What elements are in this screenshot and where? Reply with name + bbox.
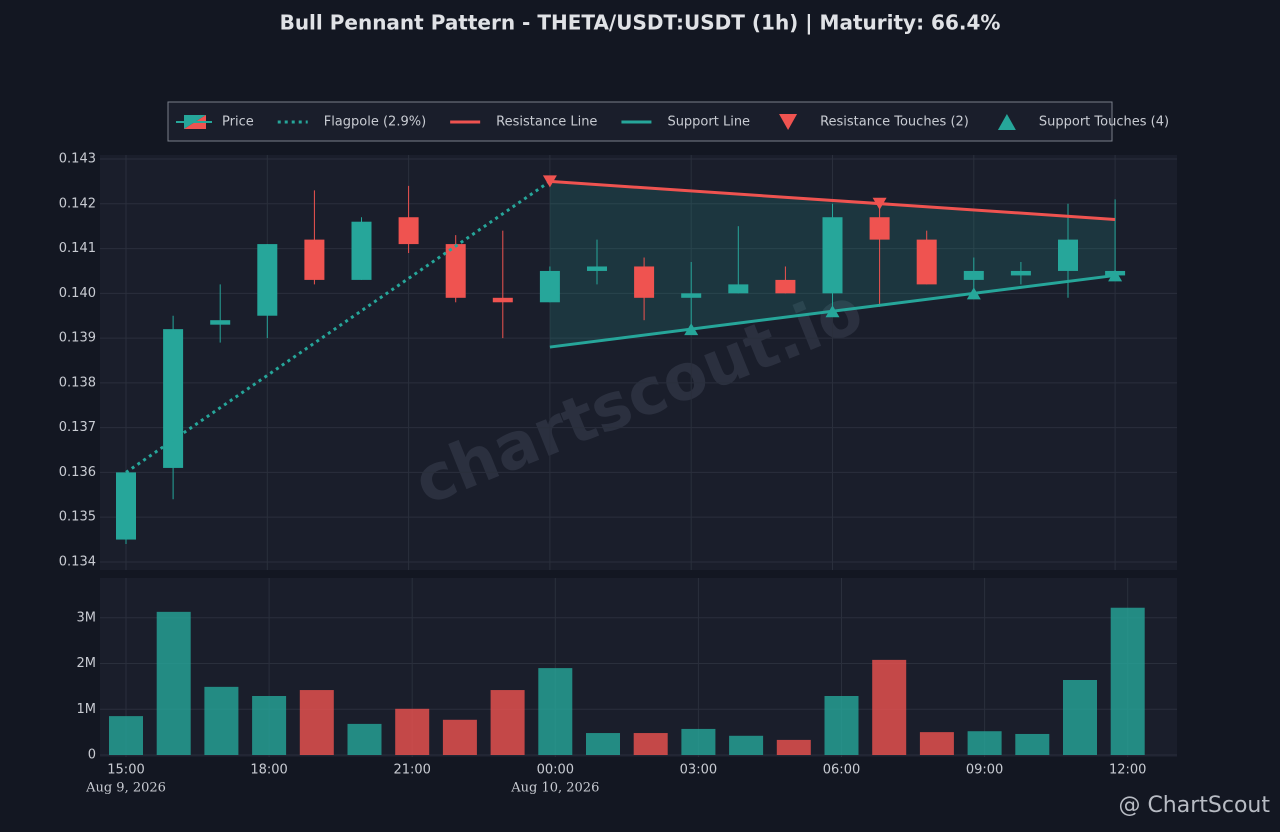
- legend-label: Flagpole (2.9%): [324, 115, 426, 130]
- volume-bar: [347, 723, 382, 755]
- volume-bar: [252, 696, 287, 755]
- volume-bar: [1063, 679, 1097, 755]
- legend-label: Resistance Touches (2): [820, 115, 969, 130]
- candle-body: [775, 279, 796, 294]
- y-tick-label: 2M: [77, 656, 97, 671]
- candle-body: [163, 329, 184, 468]
- volume-bar: [872, 659, 907, 755]
- volume-bar: [681, 728, 716, 755]
- y-tick-label: 0.138: [59, 375, 96, 390]
- candle-body: [634, 266, 655, 298]
- legend-label: Resistance Line: [496, 115, 597, 130]
- x-tick-label: 03:00: [680, 763, 717, 778]
- x-date-label: Aug 9, 2026: [85, 781, 166, 796]
- volume-bar: [204, 686, 239, 755]
- y-tick-label: 0.140: [59, 286, 96, 301]
- x-tick-label: 12:00: [1109, 763, 1146, 778]
- touch-marker: [542, 175, 557, 188]
- x-tick-label: 18:00: [250, 763, 287, 778]
- y-tick-label: 0.137: [59, 420, 96, 435]
- candle-body: [822, 217, 843, 294]
- x-tick-label: 21:00: [393, 763, 430, 778]
- overlay-line: [549, 179, 1116, 221]
- touch-marker: [825, 305, 840, 318]
- volume-bar: [1110, 607, 1145, 755]
- candle-body: [916, 239, 937, 285]
- candle-body: [116, 472, 136, 540]
- candle-body: [728, 284, 749, 294]
- touch-marker: [872, 197, 887, 210]
- volume-bar: [109, 716, 143, 755]
- y-tick-label: 0.135: [59, 510, 96, 525]
- volume-bar: [1015, 733, 1050, 755]
- touch-marker: [1108, 269, 1123, 282]
- volume-bar: [633, 733, 668, 755]
- x-tick-label: 00:00: [537, 763, 574, 778]
- candle-body: [492, 297, 513, 303]
- candle-body: [539, 270, 560, 303]
- legend: [167, 101, 1113, 142]
- y-tick-label: 0: [88, 748, 96, 763]
- volume-bar: [538, 668, 573, 755]
- x-tick-label: 06:00: [823, 763, 860, 778]
- volume-bar: [586, 733, 620, 755]
- y-tick-label: 0.141: [59, 241, 96, 256]
- volume-bar: [156, 611, 191, 755]
- candle-body: [445, 244, 466, 298]
- x-tick-label: 09:00: [966, 763, 1003, 778]
- volume-bar: [442, 719, 477, 755]
- volume-bar: [395, 708, 430, 755]
- y-tick-label: 3M: [77, 610, 97, 625]
- volume-bar: [490, 690, 525, 755]
- legend-swatch: [997, 114, 1016, 130]
- candle-body: [257, 244, 278, 316]
- overlay-line: [125, 180, 551, 474]
- candle-body: [1010, 270, 1031, 276]
- volume-bar: [967, 731, 1002, 755]
- candle-body: [210, 320, 231, 325]
- candle-body: [587, 266, 607, 271]
- legend-label: Price: [222, 115, 254, 130]
- candle-body: [681, 293, 702, 298]
- volume-bar: [776, 739, 811, 755]
- y-tick-label: 0.142: [59, 196, 96, 211]
- y-tick-label: 0.143: [59, 152, 96, 167]
- price-panel: [100, 155, 1177, 570]
- volume-bar: [824, 696, 859, 755]
- x-tick-label: 15:00: [107, 763, 144, 778]
- x-date-label: Aug 10, 2026: [510, 781, 599, 796]
- y-tick-label: 0.134: [59, 554, 96, 569]
- y-tick-label: 0.139: [59, 331, 96, 346]
- legend-label: Support Line: [667, 115, 750, 130]
- touch-marker: [966, 287, 981, 300]
- y-tick-label: 0.136: [59, 465, 96, 480]
- candle-body: [1058, 239, 1078, 271]
- y-tick-label: 1M: [77, 702, 97, 717]
- touch-marker: [684, 323, 699, 336]
- chart-title: Bull Pennant Pattern - THETA/USDT:USDT (…: [280, 11, 1001, 35]
- legend-label: Support Touches (4): [1039, 115, 1169, 130]
- legend-items: Price Flagpole (2.9%) Resistance Line Suppo…: [176, 114, 1169, 130]
- volume-bar: [919, 732, 954, 755]
- candle-body: [869, 217, 890, 240]
- candle-body: [351, 221, 372, 280]
- candle-body: [398, 217, 419, 245]
- volume-bar: [729, 735, 764, 755]
- footer: @ ChartScout: [1118, 793, 1270, 818]
- candle-body: [963, 270, 984, 280]
- volume-bar: [299, 690, 334, 755]
- candle-body: [304, 239, 325, 280]
- legend-swatch: [779, 114, 798, 130]
